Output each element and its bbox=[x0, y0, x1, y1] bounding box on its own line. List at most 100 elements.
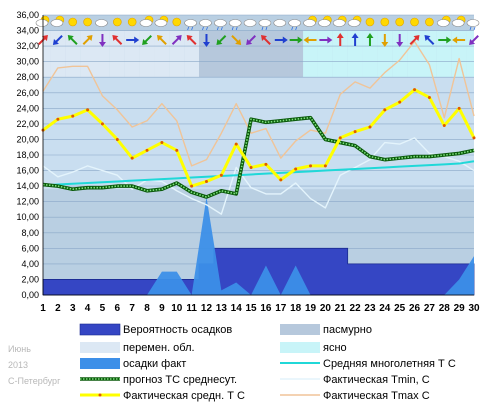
tavg-point-27 bbox=[427, 95, 431, 99]
rain-drop-icon bbox=[291, 26, 294, 31]
cloud-cell-4 bbox=[80, 30, 96, 78]
tavg-point-15 bbox=[249, 165, 253, 169]
tavg-point-14 bbox=[234, 142, 238, 146]
wind-arrow-s-icon bbox=[396, 34, 404, 47]
cloud-cell-25 bbox=[392, 30, 408, 78]
x-tick-label: 1 bbox=[40, 303, 46, 314]
legend-label-overcast: пасмурно bbox=[323, 324, 372, 336]
weather-cloud-rain-icon bbox=[258, 19, 272, 31]
wind-head bbox=[396, 42, 404, 47]
wind-head bbox=[202, 42, 210, 47]
weather-sun-icon bbox=[410, 17, 419, 27]
wind-arrow-nw-icon bbox=[67, 35, 78, 45]
y-tick-label: 24,00 bbox=[16, 103, 39, 113]
weather-icons-row bbox=[35, 15, 480, 47]
tavg-point-30 bbox=[472, 136, 476, 140]
cloud-cell-8 bbox=[139, 30, 155, 78]
wind-head bbox=[303, 36, 309, 44]
weather-cloud-icon bbox=[273, 19, 287, 27]
x-tick-label: 8 bbox=[144, 303, 150, 314]
wind-arrow-sw-icon bbox=[216, 35, 227, 45]
x-tick-label: 18 bbox=[290, 303, 302, 314]
weather-cloud-rain-icon bbox=[288, 19, 301, 31]
rain-drop-icon bbox=[191, 26, 194, 31]
y-tick-label: 30,00 bbox=[16, 57, 39, 67]
wind-head bbox=[246, 38, 253, 45]
wind-head bbox=[235, 38, 242, 45]
weather-cloud-sun-icon bbox=[154, 15, 169, 27]
x-tick-label: 23 bbox=[364, 303, 376, 314]
wind-head bbox=[186, 35, 193, 42]
tavg-point-11 bbox=[190, 184, 194, 188]
cloud-icon bbox=[273, 19, 287, 27]
tavg-point-16 bbox=[264, 162, 268, 166]
weather-cloud-sun-icon bbox=[139, 15, 154, 27]
cloud-cell-2 bbox=[50, 30, 66, 78]
sun-icon bbox=[365, 17, 375, 27]
wind-head bbox=[112, 35, 119, 42]
x-tick-label: 28 bbox=[439, 303, 451, 314]
y-tick-label: 2,00 bbox=[21, 274, 39, 284]
wind-head bbox=[327, 36, 333, 44]
x-tick-label: 4 bbox=[85, 303, 91, 314]
wind-arrow-n-icon bbox=[351, 33, 359, 46]
y-tick-label: 36,00 bbox=[16, 10, 39, 20]
tavg-point-22 bbox=[353, 130, 357, 134]
weather-sun-icon bbox=[425, 17, 434, 27]
legend: Вероятность осадков пасмурно перемен. обл.… bbox=[79, 323, 456, 402]
rain-drop-icon bbox=[202, 26, 204, 31]
weather-cloud-rain-icon bbox=[228, 19, 242, 31]
tmax-line bbox=[42, 40, 475, 167]
y-tick-label: 34,00 bbox=[16, 26, 39, 36]
cloud-icon bbox=[95, 19, 108, 27]
wind-arrow-w-icon bbox=[303, 36, 317, 44]
cloud-cell-12 bbox=[199, 30, 214, 78]
x-tick-label: 6 bbox=[115, 303, 121, 314]
y-tick-label: 14,00 bbox=[16, 181, 39, 191]
x-tick-label: 16 bbox=[260, 303, 272, 314]
legend-label-forecast: прогноз ТС среднесут. bbox=[123, 374, 237, 386]
tavg-point-17 bbox=[279, 178, 283, 182]
cloud-cell-5 bbox=[95, 30, 110, 78]
wind-head bbox=[424, 35, 431, 42]
legend-swatch-clear bbox=[280, 342, 320, 353]
tavg-point-24 bbox=[383, 108, 387, 112]
weather-cloud-sun-icon bbox=[50, 15, 65, 27]
tavg-line bbox=[42, 88, 476, 188]
x-tick-label: 11 bbox=[186, 303, 197, 314]
tavg-point-10 bbox=[175, 148, 179, 152]
wind-arrow-sw-icon bbox=[246, 35, 257, 45]
rain-drop-icon bbox=[220, 26, 223, 31]
weather-cloud-rain-icon bbox=[466, 19, 480, 31]
cloud-cell-15 bbox=[243, 30, 259, 78]
normal-line bbox=[42, 160, 475, 187]
tavg-point-7 bbox=[130, 156, 134, 160]
cloud-cell-14 bbox=[228, 30, 244, 78]
legend-swatch-tavg-marker bbox=[98, 393, 102, 397]
x-tick-label: 30 bbox=[468, 303, 480, 314]
sun-icon bbox=[113, 17, 122, 27]
sun-icon bbox=[425, 17, 434, 27]
weather-cloud-rain-icon bbox=[214, 19, 227, 31]
tmin-line bbox=[42, 137, 475, 215]
tavg-point-13 bbox=[219, 173, 223, 177]
tavg-point-23 bbox=[368, 125, 372, 129]
cloud-icon bbox=[451, 19, 465, 27]
wind-head bbox=[446, 36, 452, 44]
y-tick-label: 10,00 bbox=[16, 212, 39, 222]
tavg-point-21 bbox=[338, 136, 342, 140]
tavg-point-28 bbox=[442, 123, 446, 127]
sun-icon bbox=[395, 17, 404, 27]
axes: 0,00 2,00 4,00 6,00 8,00 10,00 12,00 14,00 16,00… bbox=[16, 10, 480, 314]
wind-head bbox=[282, 36, 288, 44]
cloud-icon bbox=[154, 19, 168, 27]
cloud-cell-7 bbox=[124, 30, 140, 78]
precip-probability-step bbox=[42, 247, 475, 296]
legend-label-precip_prob: Вероятность осадков bbox=[123, 324, 232, 336]
cloud-cell-17 bbox=[273, 30, 289, 78]
watermark-year: 2013 bbox=[8, 360, 28, 370]
wind-arrow-ne-icon bbox=[409, 35, 420, 45]
weather-cloud-sun-icon bbox=[332, 15, 347, 27]
cloud-icon bbox=[50, 19, 64, 27]
weather-cloud-rain-icon bbox=[184, 19, 197, 31]
